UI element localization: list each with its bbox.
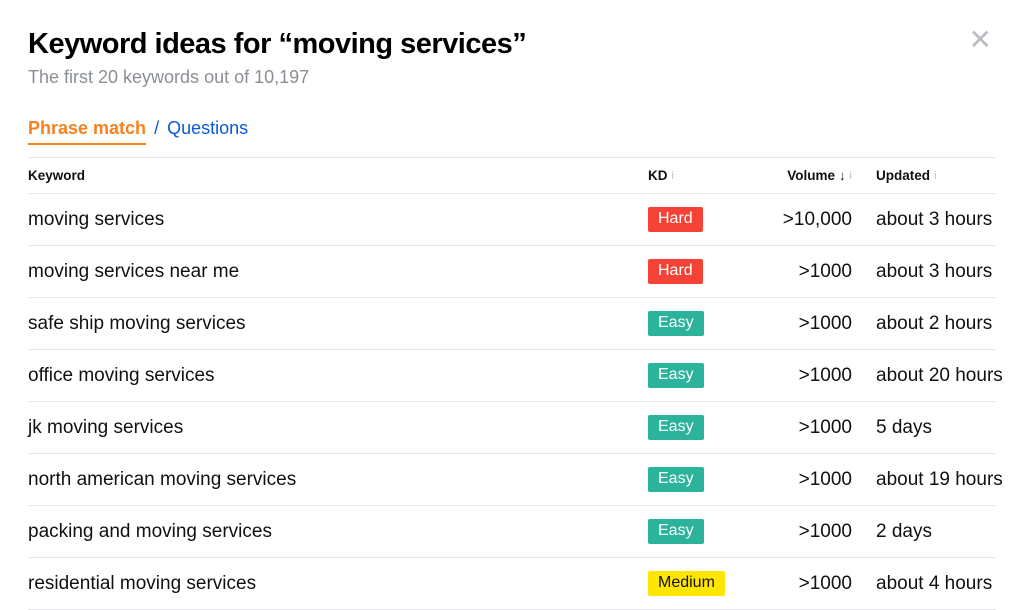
table-row[interactable]: moving servicesHard>10,000about 3 hours: [28, 194, 996, 246]
cell-volume: >1000: [738, 573, 858, 595]
kd-badge: Easy: [648, 467, 704, 492]
modal-content: Keyword ideas for “moving services” The …: [0, 0, 1024, 610]
cell-kd: Hard: [628, 259, 738, 284]
header-row: Keyword ideas for “moving services” The …: [28, 28, 996, 88]
cell-keyword[interactable]: packing and moving services: [28, 521, 628, 543]
cell-keyword[interactable]: moving services: [28, 209, 628, 231]
page-title: Keyword ideas for “moving services”: [28, 28, 526, 61]
kd-badge: Hard: [648, 207, 703, 232]
tab-separator: /: [154, 118, 159, 139]
cell-kd: Medium: [628, 571, 738, 596]
cell-kd: Easy: [628, 467, 738, 492]
col-keyword[interactable]: Keyword: [28, 168, 628, 183]
table-row[interactable]: office moving servicesEasy>1000about 20 …: [28, 350, 996, 402]
col-volume-label: Volume: [787, 168, 835, 183]
cell-keyword[interactable]: north american moving services: [28, 469, 628, 491]
cell-updated: about 3 hours: [858, 261, 1018, 283]
col-keyword-label: Keyword: [28, 168, 85, 183]
cell-updated: about 20 hours: [858, 365, 1018, 387]
table-body: moving servicesHard>10,000about 3 hoursm…: [28, 194, 996, 610]
cell-volume: >1000: [738, 261, 858, 283]
cell-keyword[interactable]: moving services near me: [28, 261, 628, 283]
cell-keyword[interactable]: safe ship moving services: [28, 313, 628, 335]
cell-keyword[interactable]: office moving services: [28, 365, 628, 387]
col-updated-label: Updated: [876, 168, 930, 183]
col-kd-label: KD: [648, 168, 668, 183]
cell-kd: Easy: [628, 363, 738, 388]
cell-updated: about 3 hours: [858, 209, 1018, 231]
cell-kd: Hard: [628, 207, 738, 232]
cell-volume: >1000: [738, 313, 858, 335]
info-icon[interactable]: i: [850, 170, 852, 182]
kd-badge: Easy: [648, 363, 704, 388]
col-updated[interactable]: Updated i: [858, 168, 1018, 183]
kd-badge: Easy: [648, 519, 704, 544]
col-volume[interactable]: Volume ↓ i: [738, 168, 858, 183]
info-icon[interactable]: i: [934, 170, 936, 182]
cell-volume: >1000: [738, 365, 858, 387]
kd-badge: Hard: [648, 259, 703, 284]
close-icon[interactable]: ✕: [965, 26, 996, 54]
cell-updated: about 2 hours: [858, 313, 1018, 335]
cell-updated: 5 days: [858, 417, 1018, 439]
cell-volume: >1000: [738, 521, 858, 543]
cell-updated: about 19 hours: [858, 469, 1018, 491]
kd-badge: Easy: [648, 415, 704, 440]
info-icon[interactable]: i: [672, 170, 674, 182]
header-text: Keyword ideas for “moving services” The …: [28, 28, 526, 88]
table-row[interactable]: safe ship moving servicesEasy>1000about …: [28, 298, 996, 350]
tab-questions[interactable]: Questions: [167, 118, 248, 139]
cell-updated: 2 days: [858, 521, 1018, 543]
cell-updated: about 4 hours: [858, 573, 1018, 595]
sort-desc-icon: ↓: [839, 168, 846, 183]
cell-volume: >1000: [738, 469, 858, 491]
table-row[interactable]: residential moving servicesMedium>1000ab…: [28, 558, 996, 610]
kd-badge: Easy: [648, 311, 704, 336]
cell-kd: Easy: [628, 519, 738, 544]
table-header: Keyword KD i Volume ↓ i Updated i: [28, 158, 996, 194]
tab-phrase-match[interactable]: Phrase match: [28, 118, 146, 145]
col-kd[interactable]: KD i: [628, 168, 738, 183]
cell-kd: Easy: [628, 311, 738, 336]
table-row[interactable]: north american moving servicesEasy>1000a…: [28, 454, 996, 506]
keyword-table: Keyword KD i Volume ↓ i Updated i moving…: [28, 157, 996, 610]
tabs: Phrase match / Questions: [28, 118, 996, 145]
cell-volume: >10,000: [738, 209, 858, 231]
table-row[interactable]: packing and moving servicesEasy>10002 da…: [28, 506, 996, 558]
cell-keyword[interactable]: residential moving services: [28, 573, 628, 595]
cell-volume: >1000: [738, 417, 858, 439]
cell-keyword[interactable]: jk moving services: [28, 417, 628, 439]
table-row[interactable]: jk moving servicesEasy>10005 days: [28, 402, 996, 454]
cell-kd: Easy: [628, 415, 738, 440]
table-row[interactable]: moving services near meHard>1000about 3 …: [28, 246, 996, 298]
kd-badge: Medium: [648, 571, 725, 596]
page-subtitle: The first 20 keywords out of 10,197: [28, 67, 526, 88]
